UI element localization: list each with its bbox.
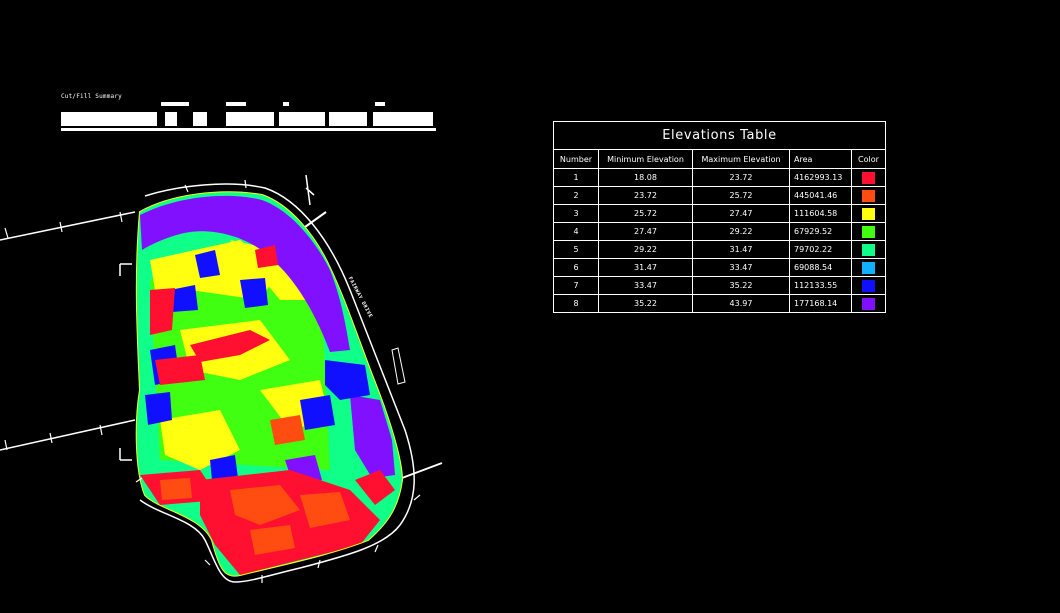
color-swatch	[862, 243, 875, 256]
row-min-elevation: 25.72	[599, 205, 693, 222]
row-color	[852, 205, 885, 222]
row-area: 111604.58	[790, 205, 852, 222]
row-max-elevation: 23.72	[693, 169, 790, 186]
row-color	[852, 169, 885, 186]
row-number: 6	[554, 259, 599, 276]
color-swatch	[862, 207, 875, 220]
header-color: Color	[858, 154, 879, 164]
table-row: 4 27.47 29.22 67929.52	[554, 223, 885, 241]
cutfill-summary-bar	[61, 102, 436, 131]
row-color	[852, 277, 885, 294]
row-max-elevation: 29.22	[693, 223, 790, 240]
row-max-elevation: 33.47	[693, 259, 790, 276]
row-number: 7	[554, 277, 599, 294]
color-swatch	[862, 297, 875, 310]
header-max-elevation: Maximum Elevation	[693, 150, 790, 168]
row-number: 3	[554, 205, 599, 222]
row-number: 4	[554, 223, 599, 240]
table-row: 7 33.47 35.22 112133.55	[554, 277, 885, 295]
cutfill-summary-title: Cut/Fill Summary	[61, 93, 122, 100]
table-title: Elevations Table	[554, 122, 885, 150]
row-min-elevation: 18.08	[599, 169, 693, 186]
row-area: 79702.22	[790, 241, 852, 258]
row-area: 67929.52	[790, 223, 852, 240]
row-max-elevation: 31.47	[693, 241, 790, 258]
elevation-patches	[136, 192, 402, 576]
elevations-table: Elevations Table Number Minimum Elevatio…	[553, 121, 886, 313]
color-swatch	[862, 225, 875, 238]
row-number: 8	[554, 295, 599, 312]
row-min-elevation: 33.47	[599, 277, 693, 294]
row-color	[852, 241, 885, 258]
row-number: 1	[554, 169, 599, 186]
row-color	[852, 187, 885, 204]
color-swatch	[862, 171, 875, 184]
row-min-elevation: 35.22	[599, 295, 693, 312]
row-max-elevation: 25.72	[693, 187, 790, 204]
table-row: 1 18.08 23.72 4162993.13	[554, 169, 885, 187]
color-swatch	[862, 189, 875, 202]
row-min-elevation: 27.47	[599, 223, 693, 240]
row-number: 5	[554, 241, 599, 258]
row-min-elevation: 29.22	[599, 241, 693, 258]
row-area: 69088.54	[790, 259, 852, 276]
color-swatch	[862, 261, 875, 274]
table-body: 1 18.08 23.72 4162993.13 2 23.72 25.72 445041.4…	[554, 169, 885, 312]
table-row: 3 25.72 27.47 111604.58	[554, 205, 885, 223]
row-area: 177168.14	[790, 295, 852, 312]
row-area: 445041.46	[790, 187, 852, 204]
row-color	[852, 295, 885, 312]
header-area: Area	[790, 150, 852, 168]
row-area: 112133.55	[790, 277, 852, 294]
header-min-elevation: Minimum Elevation	[599, 150, 693, 168]
row-color	[852, 259, 885, 276]
row-min-elevation: 23.72	[599, 187, 693, 204]
row-min-elevation: 31.47	[599, 259, 693, 276]
row-max-elevation: 35.22	[693, 277, 790, 294]
row-number: 2	[554, 187, 599, 204]
color-swatch	[862, 279, 875, 292]
table-row: 8 35.22 43.97 177168.14	[554, 295, 885, 312]
road-ticks	[4, 179, 421, 583]
table-row: 6 31.47 33.47 69088.54	[554, 259, 885, 277]
header-number: Number	[554, 150, 599, 168]
table-row: 2 23.72 25.72 445041.46	[554, 187, 885, 205]
road-linework	[0, 174, 443, 583]
table-header-row: Number Minimum Elevation Maximum Elevati…	[554, 150, 885, 169]
table-row: 5 29.22 31.47 79702.22	[554, 241, 885, 259]
row-max-elevation: 43.97	[693, 295, 790, 312]
row-area: 4162993.13	[790, 169, 852, 186]
row-color	[852, 223, 885, 240]
row-max-elevation: 27.47	[693, 205, 790, 222]
